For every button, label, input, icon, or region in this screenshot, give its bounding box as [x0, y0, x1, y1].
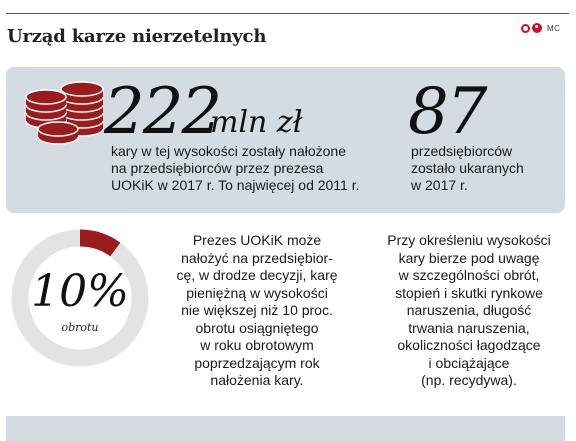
- stats-panel: [6, 67, 565, 213]
- right-line: naruszenia, długość: [406, 302, 532, 318]
- right-line: i obciążające: [428, 354, 510, 371]
- bottom-bar: [6, 416, 565, 441]
- left-line: nałożenia kary.: [210, 372, 304, 388]
- right-line: trwania naruszenia,: [408, 319, 530, 336]
- right-line: (np. recydywa).: [421, 372, 517, 388]
- description-right: Przy określeniu wysokości kary bierze po…: [370, 232, 568, 390]
- left-line: poprzedzającym rok: [194, 354, 320, 371]
- left-line: pieniężną w wysokości: [186, 284, 328, 301]
- left-line: nałożyć na przedsiębior-: [181, 249, 333, 266]
- right-line: w szczególności obrót,: [398, 267, 540, 283]
- amount-unit: mln zł: [210, 105, 303, 140]
- right-line: okoliczności łagodzące: [397, 337, 541, 353]
- page-title: Urząd karze nierzetelnych: [7, 26, 267, 47]
- description-left: Prezes UOKiK może nałożyć na przedsiębio…: [154, 232, 360, 390]
- right-line: kary bierze pod uwagę: [398, 249, 540, 266]
- amount-desc-line: na przedsiębiorców przez prezesa: [111, 160, 324, 176]
- left-line: nie większej niż 10 proc.: [181, 302, 333, 318]
- left-line: Prezes UOKiK może: [192, 232, 322, 248]
- count-desc-line: w 2017 r.: [411, 177, 468, 193]
- amount-desc-line: UOKiK w 2017 r. To najwięcej od 2011 r.: [111, 177, 360, 193]
- right-line: stopień i skutki rynkowe: [395, 284, 543, 301]
- ratio-ring-fill: [79, 229, 121, 257]
- count-desc-line: przedsiębiorców: [411, 143, 513, 159]
- brand-logo: MC: [521, 21, 560, 35]
- copyright-icon: [521, 23, 530, 33]
- left-line: obrotu osiągniętego: [195, 319, 319, 336]
- count-description: przedsiębiorców zostało ukaranych w 2017…: [411, 143, 524, 194]
- brand-mark-icon: [532, 23, 542, 33]
- top-rule: [6, 13, 569, 14]
- amount-desc-line: kary w tej wysokości zostały nałożone: [111, 143, 346, 159]
- ratio-ring: [11, 229, 149, 367]
- amount-value: 222: [104, 75, 222, 149]
- amount-description: kary w tej wysokości zostały nałożone na…: [111, 143, 360, 194]
- left-line: w roku obrotowym: [200, 337, 314, 353]
- left-line: cę, w drodze decyzji, karę: [176, 267, 338, 283]
- right-line: Przy określeniu wysokości: [387, 232, 551, 248]
- count-desc-line: zostało ukaranych: [411, 160, 524, 176]
- count-value: 87: [408, 75, 487, 149]
- coins-icon: [25, 81, 104, 145]
- ratio-label: obrotu: [61, 321, 99, 334]
- ratio-value: 10%: [31, 266, 129, 317]
- brand-label: MC: [547, 23, 561, 33]
